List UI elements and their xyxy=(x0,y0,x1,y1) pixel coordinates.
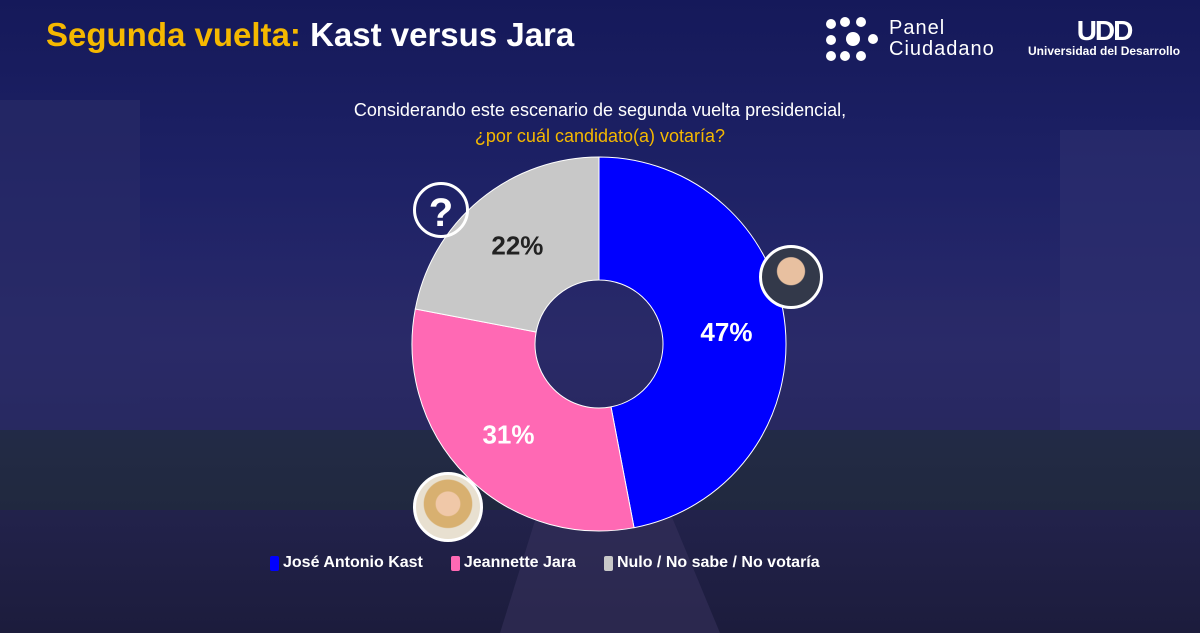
panel-ciudadano-logo: Panel Ciudadano xyxy=(825,16,995,62)
jara-avatar xyxy=(413,472,483,542)
title-rest: Kast versus Jara xyxy=(310,16,575,53)
legend-item-nulo: Nulo / No sabe / No votaría xyxy=(603,554,820,572)
legend-swatch-nulo xyxy=(603,555,613,571)
legend-label-kast: José Antonio Kast xyxy=(283,554,423,571)
legend-label-jara: Jeannette Jara xyxy=(463,554,576,571)
udd-logo: UDD Universidad del Desarrollo xyxy=(1028,15,1181,59)
panel-line2: Ciudadano xyxy=(889,38,995,60)
legend: José Antonio Kast Jeannette Jara Nulo / … xyxy=(270,554,820,572)
legend-item-jara: Jeannette Jara xyxy=(450,554,576,572)
udd-name: Universidad del Desarrollo xyxy=(1028,44,1181,58)
legend-swatch-jara xyxy=(450,555,460,571)
donut-slice-2 xyxy=(414,156,600,333)
kast-avatar xyxy=(759,245,823,309)
slice-label-1: 31% xyxy=(482,420,534,450)
legend-item-kast: José Antonio Kast xyxy=(270,554,423,572)
legend-swatch-kast xyxy=(270,555,279,571)
question-line1: Considerando este escenario de segunda v… xyxy=(353,100,847,120)
title-highlight: Segunda vuelta: xyxy=(46,16,301,53)
udd-mark: UDD xyxy=(1076,15,1134,46)
survey-question: Considerando este escenario de segunda v… xyxy=(0,97,1200,149)
page-title: Segunda vuelta: Kast versus Jara xyxy=(46,16,574,54)
slice-label-2: 22% xyxy=(491,230,543,260)
question-line2: ¿por cuál candidato(a) votaría? xyxy=(474,126,726,146)
slice-label-0: 47% xyxy=(700,317,752,347)
question-mark-icon: ? xyxy=(413,182,469,238)
donut-slice-1 xyxy=(411,308,635,532)
donut-slice-0 xyxy=(598,156,787,529)
panel-line1: Panel xyxy=(889,17,946,39)
legend-label-nulo: Nulo / No sabe / No votaría xyxy=(616,554,820,571)
panel-dots-icon xyxy=(826,17,878,61)
